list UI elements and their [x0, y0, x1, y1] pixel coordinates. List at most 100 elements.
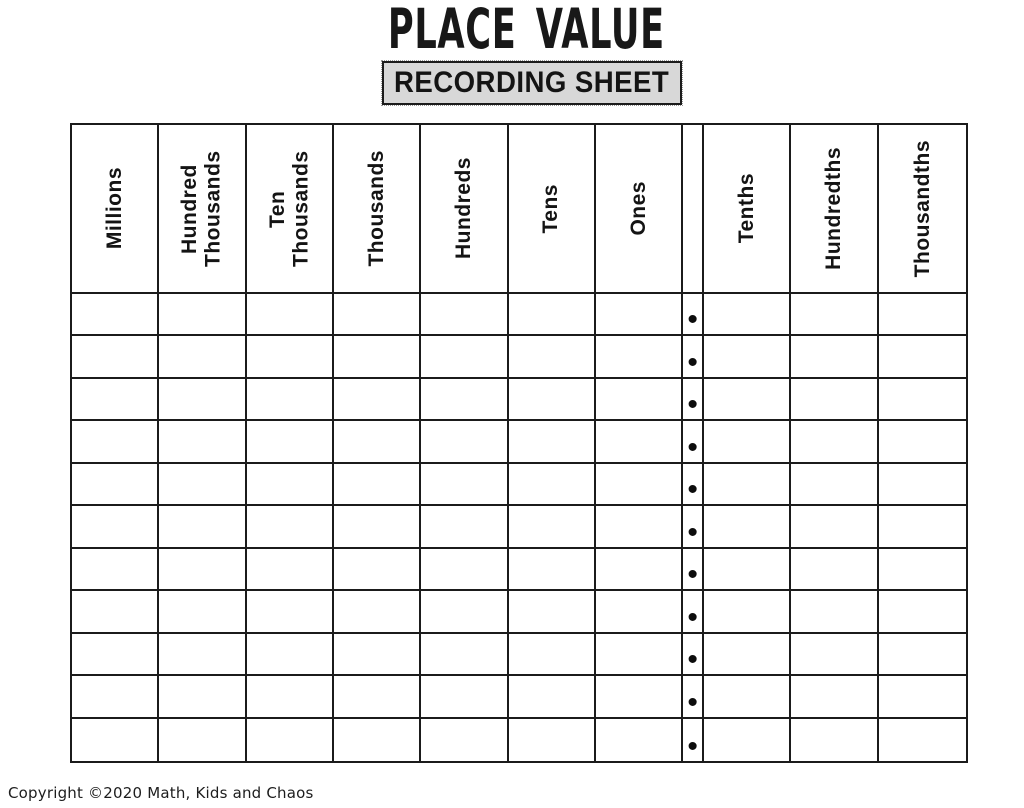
decimal-point: •	[687, 388, 698, 422]
entry-cell	[878, 591, 966, 634]
entry-cell	[878, 421, 966, 464]
decimal-point: •	[687, 600, 698, 634]
entry-cell	[159, 463, 247, 507]
entry-cell	[246, 718, 334, 761]
entry-cell	[791, 463, 879, 507]
entry-cell	[333, 548, 422, 592]
decimal-point-cell: •	[683, 463, 705, 507]
column-header-hundredths: Hundredths	[791, 125, 879, 294]
place-value-table: Millions Hundred Thousands Ten Thousands Th…	[70, 123, 968, 763]
entry-cell	[421, 506, 509, 549]
decimal-point: •	[687, 303, 698, 337]
entry-cell	[246, 548, 334, 592]
entry-cell	[72, 421, 160, 464]
entry-cell	[791, 676, 879, 719]
entry-cell	[704, 718, 792, 761]
entry-cell	[704, 294, 792, 337]
entry-cell	[595, 718, 684, 761]
column-header-label: Millions	[102, 167, 126, 250]
decimal-point-cell: •	[683, 718, 705, 761]
entry-cell	[159, 633, 247, 677]
decimal-point-cell: •	[683, 633, 705, 677]
entry-cell	[246, 506, 334, 549]
entry-cell	[72, 676, 160, 719]
entry-cell	[159, 506, 247, 549]
decimal-point-cell: •	[683, 421, 705, 464]
entry-cell	[791, 718, 879, 761]
entry-cell	[704, 421, 792, 464]
entry-cell	[595, 294, 684, 337]
entry-cell	[246, 421, 334, 464]
entry-cell	[878, 548, 966, 592]
entry-cell	[333, 591, 422, 634]
entry-cell	[72, 718, 160, 761]
column-header-label: Thousands	[364, 150, 388, 267]
column-header-ten-thousands: Ten Thousands	[246, 125, 334, 294]
decimal-point: •	[687, 558, 698, 592]
entry-cell	[421, 548, 509, 592]
entry-cell	[791, 506, 879, 549]
entry-cell	[704, 336, 792, 379]
entry-cell	[159, 421, 247, 464]
column-header-ones: Ones	[595, 125, 684, 294]
entry-cell	[421, 463, 509, 507]
page-title-wrap: PLACE VALUE	[14, 2, 1024, 57]
copyright-text: Copyright ©2020 Math, Kids and Chaos	[8, 784, 314, 802]
entry-cell	[246, 378, 334, 422]
decimal-point: •	[687, 430, 698, 464]
entry-cell	[878, 336, 966, 379]
column-header-label: Hundredths	[822, 147, 846, 270]
entry-cell	[72, 633, 160, 677]
entry-cell	[704, 548, 792, 592]
entry-cell	[246, 676, 334, 719]
entry-cell	[595, 336, 684, 379]
entry-cell	[246, 463, 334, 507]
entry-cell	[246, 336, 334, 379]
column-header-label: Hundred Thousands	[178, 150, 225, 267]
entry-cell	[333, 421, 422, 464]
page-title: PLACE VALUE	[387, 0, 665, 61]
entry-cell	[333, 718, 422, 761]
decimal-point: •	[687, 643, 698, 677]
entry-cell	[791, 421, 879, 464]
entry-cell	[791, 378, 879, 422]
entry-cell	[508, 548, 596, 592]
entry-cell	[791, 336, 879, 379]
entry-cell	[878, 294, 966, 337]
entry-cell	[246, 294, 334, 337]
decimal-point-cell: •	[683, 336, 705, 379]
entry-cell	[595, 633, 684, 677]
entry-cell	[72, 548, 160, 592]
entry-cell	[878, 633, 966, 677]
entry-cell	[72, 378, 160, 422]
entry-cell	[333, 336, 422, 379]
decimal-point-cell: •	[683, 591, 705, 634]
entry-cell	[508, 378, 596, 422]
entry-cell	[333, 506, 422, 549]
column-header-tenths: Tenths	[704, 125, 792, 294]
decimal-point: •	[687, 473, 698, 507]
entry-cell	[878, 378, 966, 422]
entry-cell	[159, 294, 247, 337]
column-header-label: Ten Thousands	[265, 150, 313, 267]
entry-cell	[159, 718, 247, 761]
entry-cell	[508, 506, 596, 549]
entry-cell	[595, 676, 684, 719]
decimal-point-cell: •	[683, 548, 705, 592]
entry-cell	[878, 718, 966, 761]
entry-cell	[159, 336, 247, 379]
entry-cell	[333, 294, 422, 337]
subtitle-box: RECORDING SHEET	[381, 60, 683, 106]
column-header-label: Thousandths	[910, 139, 934, 278]
entry-cell	[508, 463, 596, 507]
entry-cell	[246, 633, 334, 677]
entry-cell	[72, 591, 160, 634]
column-header-thousandths: Thousandths	[878, 125, 966, 294]
entry-cell	[72, 506, 160, 549]
decimal-point-cell: •	[683, 676, 705, 719]
entry-cell	[159, 591, 247, 634]
entry-cell	[595, 378, 684, 422]
entry-cell	[704, 463, 792, 507]
decimal-point: •	[687, 345, 698, 379]
